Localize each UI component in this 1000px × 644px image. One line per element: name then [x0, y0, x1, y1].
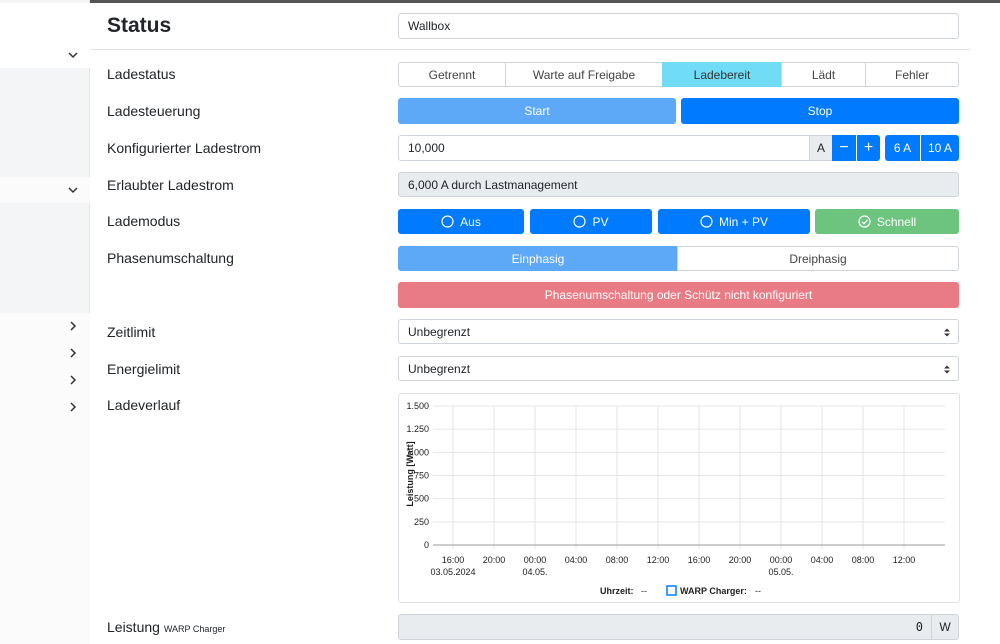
select[interactable]: Unbegrenzt [398, 319, 959, 344]
status-segment: Ladebereit [662, 62, 782, 87]
top-bar [0, 0, 1000, 3]
chart: Leistung [Watt] 0 250 500 750 1.000 1.250 1.50… [398, 393, 960, 603]
power-unit: W [931, 614, 959, 640]
sublabel: WARP Charger [163, 624, 226, 634]
x-tick-label: 04:00 [565, 555, 588, 565]
stop-button[interactable]: Stop [681, 98, 959, 124]
x-tick-date: 03.05.2024 [430, 567, 475, 577]
x-tick-label: 00:00 [524, 555, 547, 565]
power-value: 0 [398, 614, 932, 640]
mode-label: Aus [460, 214, 481, 229]
y-tick-label: 1.000 [406, 447, 429, 457]
y-tick-label: 0 [424, 540, 429, 550]
preset-button[interactable]: 6 A [885, 135, 920, 161]
start-button[interactable]: Start [398, 98, 676, 124]
label: Konfigurierter Ladestrom [107, 140, 262, 156]
mode-label: PV [592, 214, 609, 229]
y-tick-label: 1.500 [406, 401, 429, 411]
x-tick-label: 00:00 [770, 555, 793, 565]
minus-button[interactable]: − [832, 135, 856, 161]
device-name-input[interactable]: Wallbox [398, 13, 959, 39]
page-title: Status [107, 14, 172, 37]
label: Ladesteuerung [107, 103, 201, 119]
legend-x-label: Uhrzeit: [600, 586, 634, 596]
sidebar [0, 0, 90, 644]
mode-button[interactable]: PV [530, 209, 652, 234]
divider [90, 49, 970, 50]
alert: Phasenumschaltung oder Schütz nicht konf… [398, 282, 959, 308]
allowed-current: 6,000 A durch Lastmanagement [398, 172, 959, 197]
phase-segment[interactable]: Einphasig [398, 246, 678, 271]
label: Erlaubter Ladestrom [107, 177, 234, 193]
status-segment: Fehler [865, 62, 959, 87]
x-tick-label: 20:00 [483, 555, 506, 565]
legend-entry: WARP Charger: [680, 586, 747, 596]
x-tick-label: 04:00 [811, 555, 834, 565]
preset-button[interactable]: 10 A [921, 135, 959, 161]
unit-addon: A [809, 135, 833, 161]
chevron[interactable] [68, 185, 78, 195]
select-value: Unbegrenzt [408, 361, 471, 376]
y-tick-label: 750 [414, 471, 429, 481]
x-tick-label: 12:00 [893, 555, 916, 565]
label-text: Leistung [107, 619, 160, 635]
label: Leistung WARP Charger [107, 619, 225, 635]
label: Lademodus [107, 213, 181, 229]
x-tick-label: 08:00 [606, 555, 629, 565]
label: Zeitlimit [107, 324, 156, 340]
y-tick-label: 1.250 [406, 424, 429, 434]
mode-button[interactable]: Aus [398, 209, 524, 234]
status-segment: Lädt [781, 62, 866, 87]
mode-button[interactable]: Min + PV [658, 209, 810, 234]
label: Ladestatus [107, 66, 176, 82]
current-input[interactable]: 10,000 [398, 135, 810, 161]
x-tick-label: 20:00 [729, 555, 752, 565]
chevron[interactable] [68, 375, 78, 385]
mode-label: Schnell [876, 214, 917, 229]
x-tick-label: 16:00 [442, 555, 465, 565]
y-tick-label: 500 [414, 494, 429, 504]
x-tick-label: 16:00 [688, 555, 711, 565]
select-value: Unbegrenzt [408, 324, 471, 339]
label: Ladeverlauf [107, 397, 181, 413]
x-tick-label: 12:00 [647, 555, 670, 565]
y-axis-label: Leistung [Watt] [405, 441, 415, 506]
mode-button[interactable]: Schnell [815, 209, 959, 234]
phase-segment[interactable]: Dreiphasig [677, 246, 959, 271]
status-segment: Warte auf Freigabe [505, 62, 663, 87]
legend-series-value: -- [755, 586, 761, 596]
chevron[interactable] [68, 321, 78, 331]
chevron[interactable] [68, 402, 78, 412]
x-tick-date: 04.05. [522, 567, 547, 577]
legend-swatch [666, 585, 677, 596]
y-tick-label: 250 [414, 517, 429, 527]
mode-label: Min + PV [718, 214, 769, 229]
status-segment: Getrennt [398, 62, 506, 87]
label: Energielimit [107, 361, 181, 377]
chevron[interactable] [68, 348, 78, 358]
x-tick-label: 08:00 [852, 555, 875, 565]
label: Phasenumschaltung [107, 250, 234, 266]
legend-x-value: -- [641, 586, 647, 596]
plus-button[interactable]: + [857, 135, 880, 161]
chevron[interactable] [68, 50, 78, 60]
x-tick-date: 05.05. [768, 567, 793, 577]
legend-name: WARP Charger [680, 586, 744, 596]
select[interactable]: Unbegrenzt [398, 356, 959, 381]
